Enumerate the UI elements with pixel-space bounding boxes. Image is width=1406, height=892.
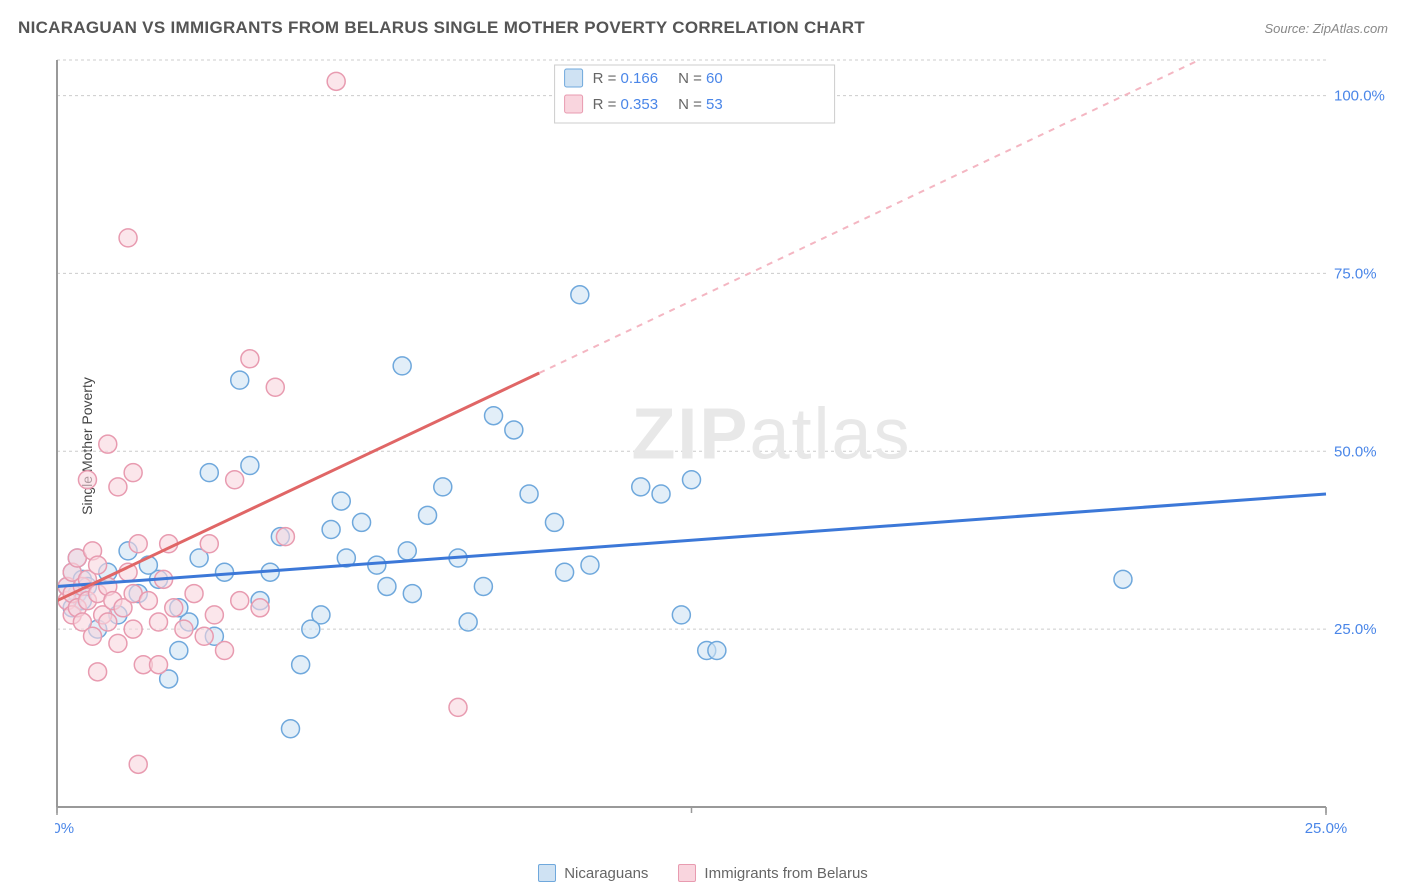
svg-text:R = 0.166N = 60: R = 0.166N = 60 <box>593 70 723 87</box>
legend-swatch-b <box>678 864 696 882</box>
svg-text:R = 0.353N = 53: R = 0.353N = 53 <box>593 96 723 113</box>
chart-header: NICARAGUAN VS IMMIGRANTS FROM BELARUS SI… <box>18 18 1388 38</box>
legend-swatch-a <box>538 864 556 882</box>
legend-item-series-a: Nicaraguans <box>538 864 648 882</box>
svg-text:100.0%: 100.0% <box>1334 88 1385 105</box>
svg-text:ZIPatlas: ZIPatlas <box>631 395 911 475</box>
chart-title: NICARAGUAN VS IMMIGRANTS FROM BELARUS SI… <box>18 18 865 38</box>
legend-label-a: Nicaraguans <box>564 865 648 882</box>
svg-text:50.0%: 50.0% <box>1334 443 1377 460</box>
scatter-chart: ZIPatlas 25.0% 50.0% 75.0% 100.0% 0.0% 25.0% R … <box>55 50 1386 837</box>
chart-source: Source: ZipAtlas.com <box>1264 21 1388 36</box>
chart-container: ZIPatlas 25.0% 50.0% 75.0% 100.0% 0.0% 25.0% R … <box>55 50 1386 837</box>
bottom-legend: Nicaraguans Immigrants from Belarus <box>0 864 1406 882</box>
legend-label-b: Immigrants from Belarus <box>704 865 867 882</box>
svg-text:25.0%: 25.0% <box>1334 621 1377 638</box>
svg-text:75.0%: 75.0% <box>1334 265 1377 282</box>
svg-text:0.0%: 0.0% <box>55 820 74 837</box>
legend-item-series-b: Immigrants from Belarus <box>678 864 867 882</box>
svg-text:25.0%: 25.0% <box>1305 820 1348 837</box>
